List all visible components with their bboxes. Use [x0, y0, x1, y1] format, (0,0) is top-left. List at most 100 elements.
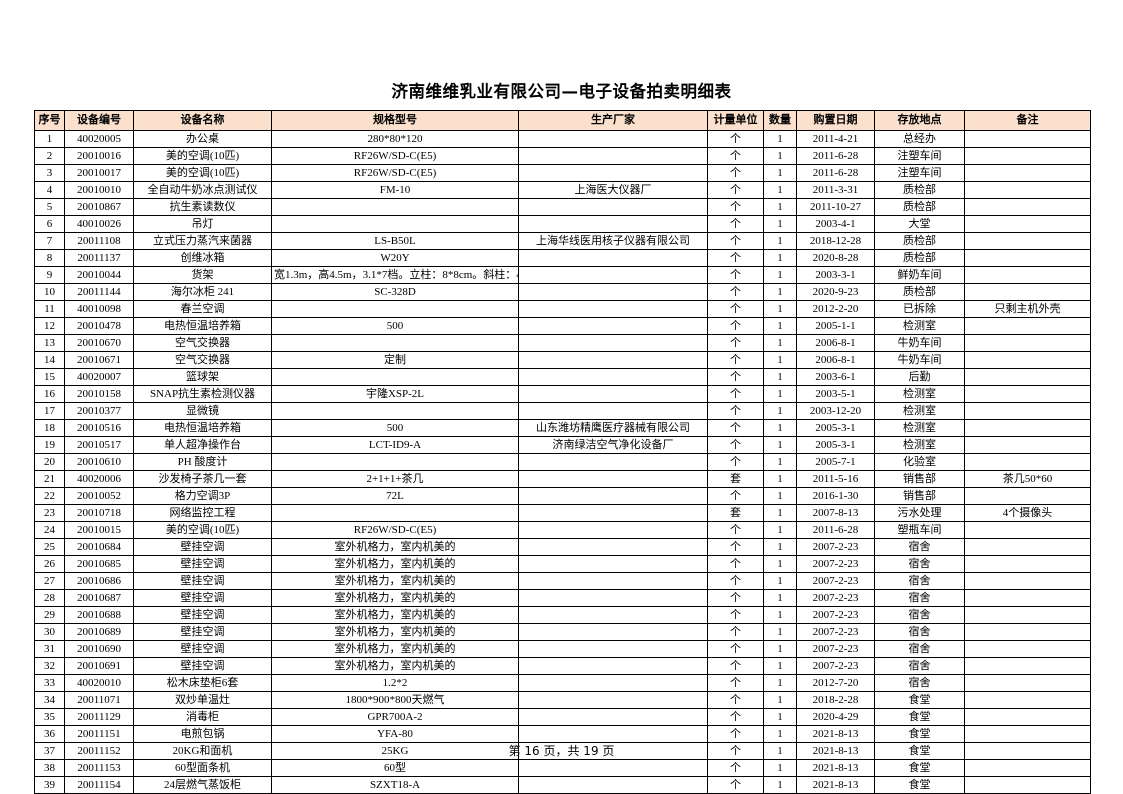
cell-r35-c0: 36	[34, 725, 65, 743]
cell-r25-c7: 2007-2-23	[796, 555, 875, 573]
cell-r25-c0: 26	[34, 555, 65, 573]
cell-r13-c8: 牛奶车间	[874, 351, 965, 369]
cell-r35-c3: YFA-80	[271, 725, 519, 743]
cell-r38-c1: 20011154	[64, 776, 134, 794]
cell-r26-c4	[518, 572, 708, 590]
cell-r8-c8: 鲜奶车间	[874, 266, 965, 284]
cell-r9-c8: 质检部	[874, 283, 965, 301]
cell-r12-c6: 1	[763, 334, 797, 352]
table-row: 2 20010016 美的空调(10匹) RF26W/SD-C(E5) 个 1 2011-6…	[34, 147, 1091, 165]
cell-r7-c5: 个	[707, 249, 764, 267]
cell-r17-c2: 电热恒温培养箱	[133, 419, 272, 437]
cell-r19-c0: 20	[34, 453, 65, 471]
cell-r11-c5: 个	[707, 317, 764, 335]
cell-r27-c6: 1	[763, 589, 797, 607]
cell-r9-c5: 个	[707, 283, 764, 301]
cell-r16-c7: 2003-12-20	[796, 402, 875, 420]
cell-r28-c0: 29	[34, 606, 65, 624]
cell-r19-c6: 1	[763, 453, 797, 471]
table-row: 18 20010516 电热恒温培养箱 500 山东潍坊精鹰医疗器械有限公司个 1 2005…	[34, 419, 1091, 437]
cell-r13-c3: 定制	[271, 351, 519, 369]
cell-r25-c8: 宿舍	[874, 555, 965, 573]
cell-r35-c1: 20011151	[64, 725, 134, 743]
table-body: 1 40020005 办公桌 280*80*120 个 1 2011-4-21 总经办 2 200…	[34, 130, 1091, 794]
cell-r6-c4: 上海华线医用核子仪器有限公司	[518, 232, 708, 250]
cell-r6-c7: 2018-12-28	[796, 232, 875, 250]
cell-r20-c6: 1	[763, 470, 797, 488]
cell-r22-c1: 20010718	[64, 504, 134, 522]
cell-r3-c2: 全自动牛奶冰点测试仪	[133, 181, 272, 199]
cell-r32-c3: 1.2*2	[271, 674, 519, 692]
cell-r29-c5: 个	[707, 623, 764, 641]
cell-r19-c4	[518, 453, 708, 471]
cell-r25-c1: 20010685	[64, 555, 134, 573]
cell-r28-c5: 个	[707, 606, 764, 624]
column-header-6: 数量	[763, 110, 797, 131]
cell-r29-c2: 壁挂空调	[133, 623, 272, 641]
cell-r32-c5: 个	[707, 674, 764, 692]
cell-r13-c0: 14	[34, 351, 65, 369]
cell-r27-c7: 2007-2-23	[796, 589, 875, 607]
cell-r16-c5: 个	[707, 402, 764, 420]
cell-r5-c4	[518, 215, 708, 233]
cell-r37-c5: 个	[707, 759, 764, 777]
cell-r11-c3: 500	[271, 317, 519, 335]
cell-r23-c4	[518, 521, 708, 539]
cell-r11-c9	[964, 317, 1091, 335]
cell-r27-c8: 宿舍	[874, 589, 965, 607]
cell-r17-c1: 20010516	[64, 419, 134, 437]
cell-r30-c1: 20010690	[64, 640, 134, 658]
cell-r19-c9	[964, 453, 1091, 471]
cell-r33-c8: 食堂	[874, 691, 965, 709]
cell-r15-c6: 1	[763, 385, 797, 403]
cell-r13-c6: 1	[763, 351, 797, 369]
cell-r20-c5: 套	[707, 470, 764, 488]
cell-r2-c0: 3	[34, 164, 65, 182]
cell-r5-c6: 1	[763, 215, 797, 233]
cell-r2-c3: RF26W/SD-C(E5)	[271, 164, 519, 182]
cell-r29-c9	[964, 623, 1091, 641]
cell-r13-c4	[518, 351, 708, 369]
column-header-0: 序号	[34, 110, 65, 131]
cell-r21-c8: 销售部	[874, 487, 965, 505]
cell-r20-c1: 40020006	[64, 470, 134, 488]
cell-r30-c3: 室外机格力，室内机美的	[271, 640, 519, 658]
cell-r14-c7: 2003-6-1	[796, 368, 875, 386]
cell-r7-c9	[964, 249, 1091, 267]
cell-r22-c8: 污水处理	[874, 504, 965, 522]
cell-r11-c0: 12	[34, 317, 65, 335]
column-header-5: 计量单位	[707, 110, 764, 131]
cell-r24-c0: 25	[34, 538, 65, 556]
cell-r9-c2: 海尔冰柜 241	[133, 283, 272, 301]
cell-r1-c6: 1	[763, 147, 797, 165]
cell-r32-c9	[964, 674, 1091, 692]
cell-r18-c9	[964, 436, 1091, 454]
cell-r26-c6: 1	[763, 572, 797, 590]
cell-r7-c2: 创维冰箱	[133, 249, 272, 267]
cell-r27-c1: 20010687	[64, 589, 134, 607]
cell-r2-c5: 个	[707, 164, 764, 182]
cell-r6-c2: 立式压力蒸汽来菌器	[133, 232, 272, 250]
cell-r37-c6: 1	[763, 759, 797, 777]
cell-r22-c5: 套	[707, 504, 764, 522]
cell-r18-c5: 个	[707, 436, 764, 454]
cell-r18-c0: 19	[34, 436, 65, 454]
cell-r4-c7: 2011-10-27	[796, 198, 875, 216]
equipment-table: 序号 设备编号 设备名称 规格型号 生产厂家 计量单位 数量 购置日期 存放地点 备注 1 4002…	[34, 110, 1091, 794]
cell-r14-c2: 篮球架	[133, 368, 272, 386]
cell-r37-c4	[518, 759, 708, 777]
cell-r37-c0: 38	[34, 759, 65, 777]
cell-r1-c2: 美的空调(10匹)	[133, 147, 272, 165]
cell-r12-c9	[964, 334, 1091, 352]
table-row: 26 20010685 壁挂空调 室外机格力，室内机美的 个 1 2007-2-23 宿舍	[34, 555, 1091, 573]
cell-r34-c7: 2020-4-29	[796, 708, 875, 726]
cell-r34-c0: 35	[34, 708, 65, 726]
cell-r11-c4	[518, 317, 708, 335]
cell-r9-c0: 10	[34, 283, 65, 301]
cell-r18-c3: LCT-ID9-A	[271, 436, 519, 454]
cell-r19-c2: PH 酸度计	[133, 453, 272, 471]
cell-r28-c6: 1	[763, 606, 797, 624]
cell-r10-c1: 40010098	[64, 300, 134, 318]
cell-r22-c7: 2007-8-13	[796, 504, 875, 522]
